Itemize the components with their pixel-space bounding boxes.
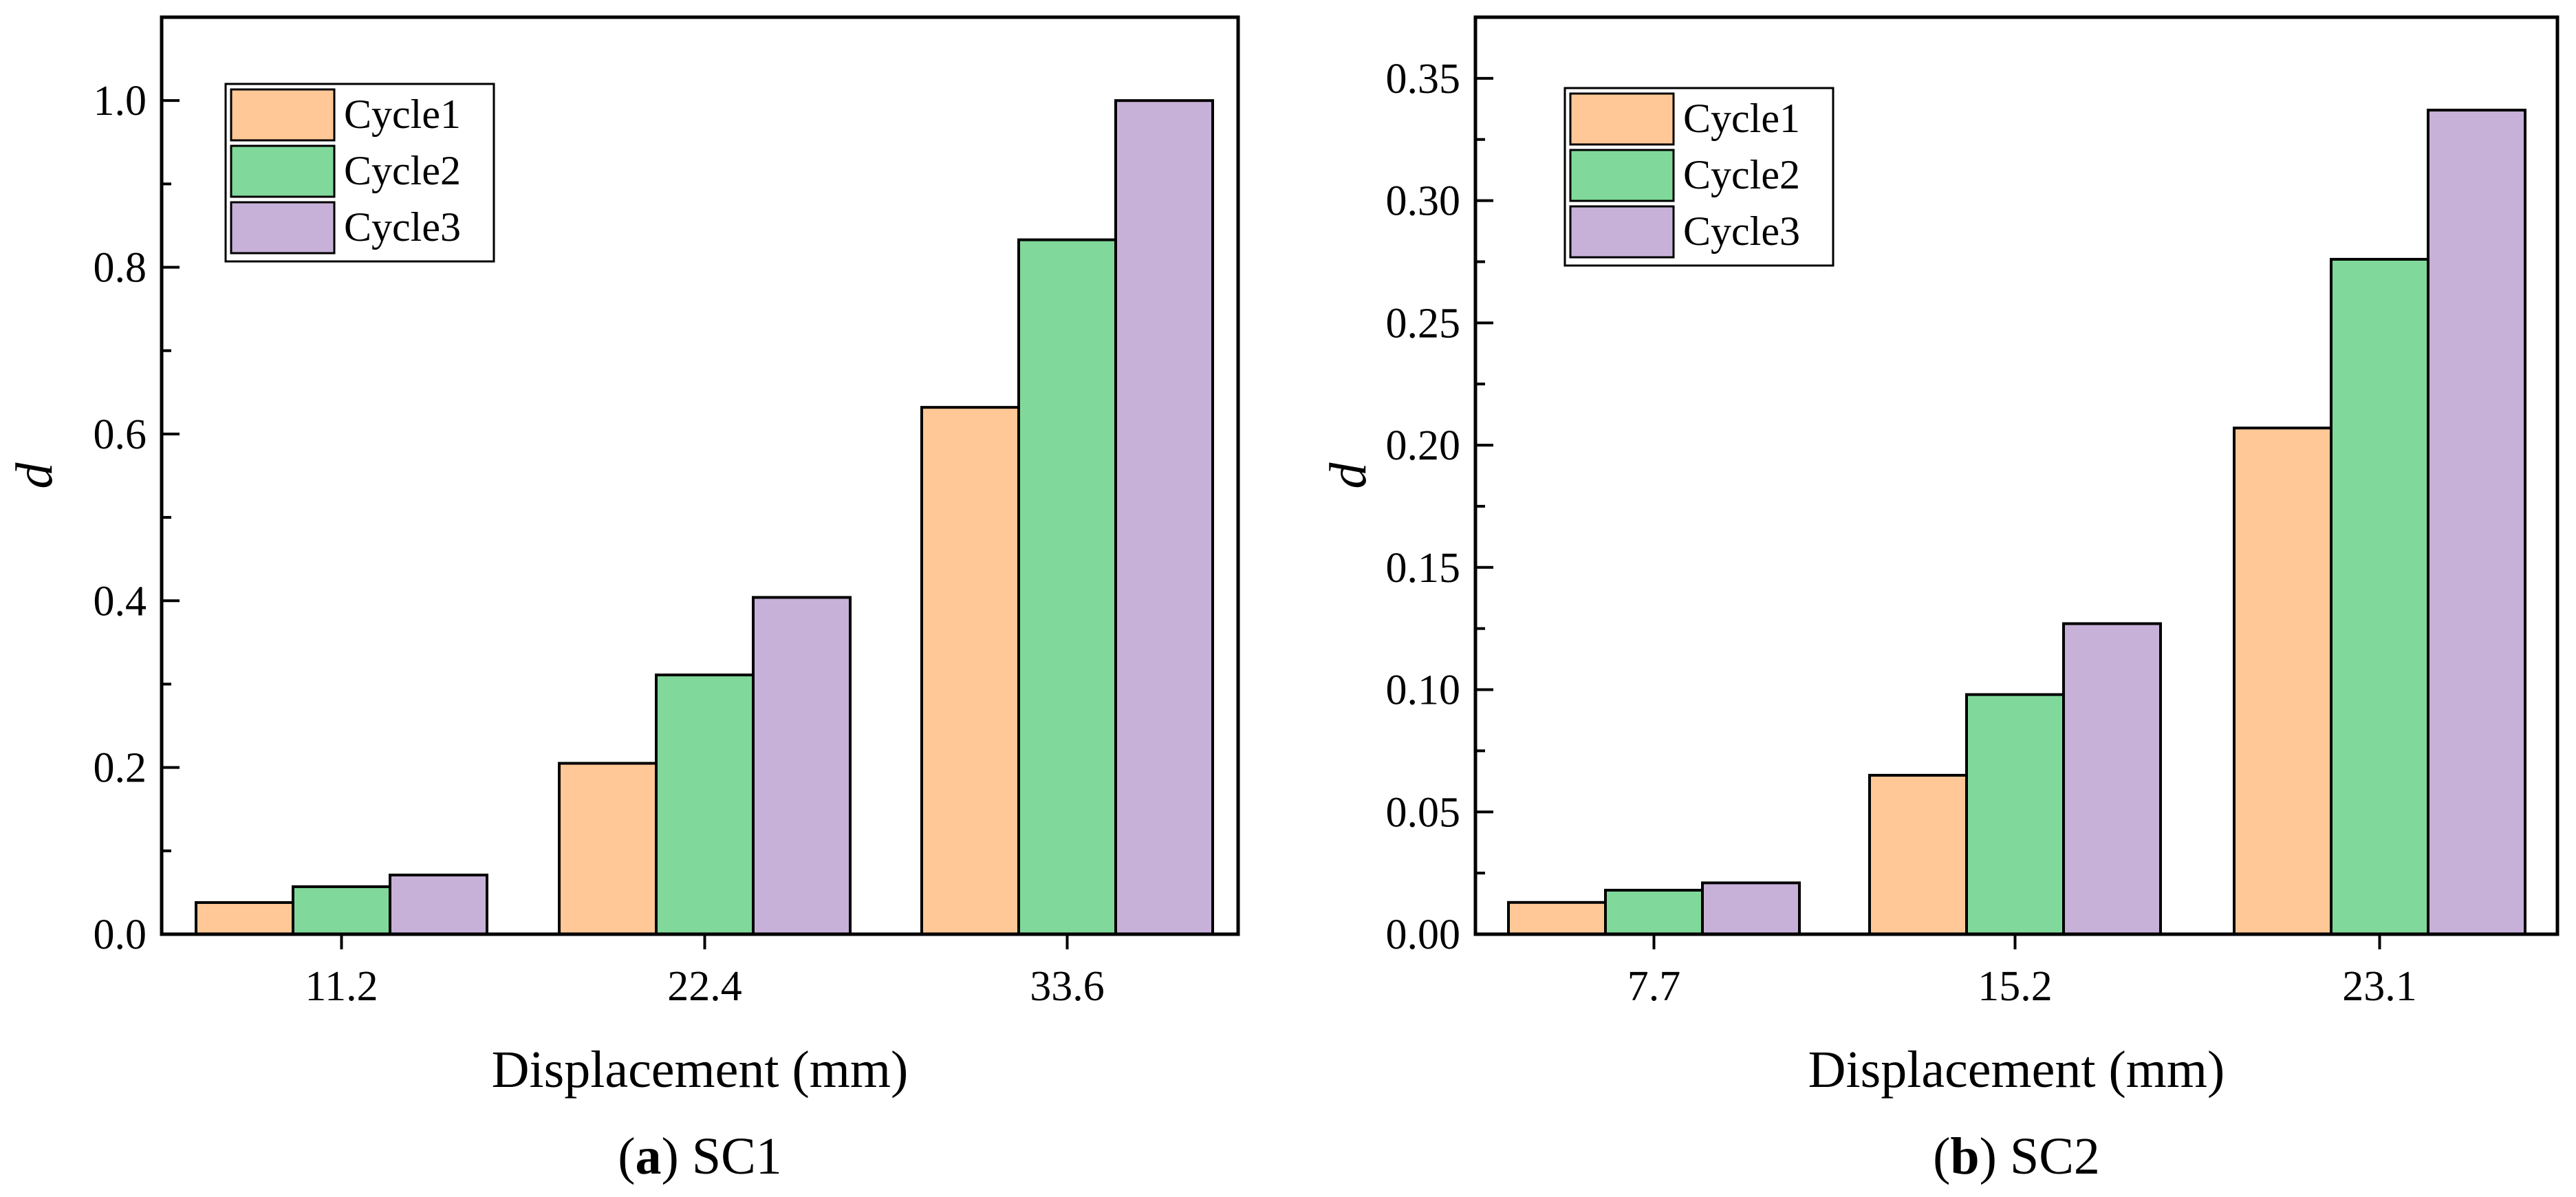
y-tick-label: 0.35: [1386, 56, 1461, 103]
plot-frame: [160, 15, 1240, 936]
x-tick-label: 23.1: [2342, 963, 2417, 1010]
y-tick-label: 0.05: [1386, 789, 1461, 836]
legend-label: Cycle1: [344, 91, 461, 137]
chart-panel-a: 0.0 0.2 0.4 0.6 0.8 1.0 11.2 22.4 33.6 Displaceme…: [6, 15, 1240, 1185]
bar-cycle3-7.7: [1701, 881, 1801, 936]
x-axis-title: Displacement (mm): [1808, 1041, 2225, 1099]
legend-label: Cycle1: [1683, 96, 1800, 141]
legend-swatch-cycle1: [230, 88, 336, 142]
bar-cycle1-22.4: [558, 762, 658, 936]
x-tick-label: 22.4: [667, 963, 742, 1010]
y-tick-label: 0.00: [1386, 912, 1461, 958]
y-tick-label: 0.6: [94, 411, 147, 458]
legend-label: Cycle3: [1683, 208, 1800, 254]
legend-swatch-cycle2: [230, 144, 336, 198]
y-tick-label: 1.0: [94, 78, 147, 125]
bar-cycle2-15.2: [1965, 693, 2065, 936]
panel-caption: (a) SC1: [618, 1128, 782, 1185]
chart-panel-b: 0.00 0.05 0.10 0.15 0.20 0.25 0.30 0.35 7.7 15.2 2…: [1319, 15, 2559, 1185]
y-tick-label: 0.15: [1386, 545, 1461, 592]
bar-cycle3-23.1: [2427, 109, 2526, 936]
bar-cycle1-23.1: [2233, 427, 2333, 936]
bar-cycle2-7.7: [1604, 889, 1704, 936]
legend-label: Cycle2: [1683, 152, 1800, 197]
legend: Cycle1 Cycle2 Cycle3: [1563, 87, 1834, 267]
x-tick-label: 7.7: [1627, 963, 1681, 1010]
bar-cycle1-11.2: [195, 901, 294, 936]
legend: Cycle1 Cycle2 Cycle3: [224, 83, 495, 263]
legend-label: Cycle2: [344, 148, 461, 193]
bar-cycle1-15.2: [1868, 773, 1968, 936]
legend-label: Cycle3: [344, 204, 461, 250]
legend-swatch-cycle3: [230, 201, 336, 255]
bar-cycle3-15.2: [2062, 622, 2162, 936]
legend-swatch-cycle3: [1569, 205, 1675, 259]
y-tick-label: 0.8: [94, 245, 147, 292]
x-axis-title: Displacement (mm): [492, 1041, 909, 1099]
x-tick-label: 33.6: [1030, 963, 1105, 1010]
bar-cycle1-7.7: [1507, 901, 1607, 936]
bar-cycle2-11.2: [292, 885, 391, 936]
y-tick-label: 0.4: [94, 578, 147, 625]
y-tick-label: 0.20: [1386, 422, 1461, 469]
bar-cycle2-33.6: [1017, 238, 1117, 936]
bar-cycle3-22.4: [752, 596, 852, 936]
panel-caption: (b) SC2: [1933, 1128, 2100, 1185]
y-tick-label: 0.2: [94, 745, 147, 792]
bar-cycle3-11.2: [389, 873, 488, 936]
plot-frame: [1473, 15, 2559, 936]
legend-swatch-cycle2: [1569, 149, 1675, 202]
bar-cycle1-33.6: [920, 406, 1020, 936]
bar-cycle3-33.6: [1114, 99, 1214, 936]
x-tick-label: 15.2: [1978, 963, 2053, 1010]
bar-cycle2-22.4: [655, 673, 755, 936]
y-tick-label: 0.0: [94, 912, 147, 958]
y-axis-title: d: [1319, 462, 1377, 489]
bar-cycle2-23.1: [2330, 257, 2429, 936]
y-tick-label: 0.25: [1386, 300, 1461, 347]
y-tick-label: 0.10: [1386, 667, 1461, 714]
y-axis-title: d: [6, 462, 63, 489]
legend-swatch-cycle1: [1569, 92, 1675, 146]
y-tick-label: 0.30: [1386, 178, 1461, 225]
x-tick-label: 11.2: [305, 963, 378, 1010]
